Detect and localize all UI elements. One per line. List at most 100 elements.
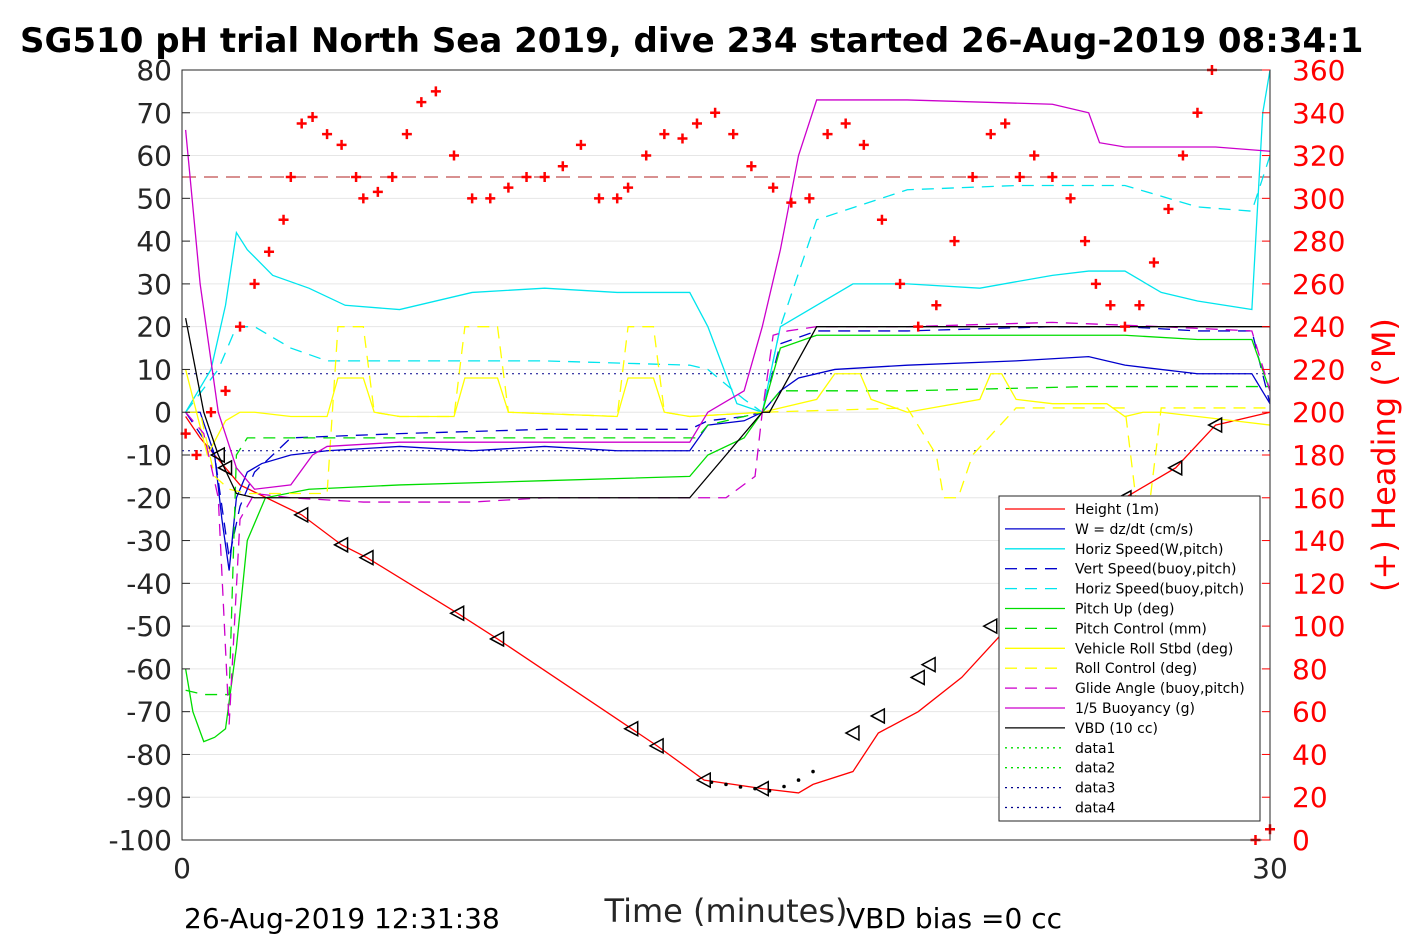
heading-point [1177, 150, 1188, 161]
legend-label: Horiz Speed(W,pitch) [1075, 542, 1223, 558]
y-left-tick-label: 20 [136, 311, 172, 344]
heading-point [1065, 193, 1076, 204]
x-ticks: 0 30 [173, 852, 1288, 885]
heading-point [557, 161, 568, 172]
heading-point [1080, 236, 1091, 247]
heading-point [372, 186, 383, 197]
series-line [184, 99, 1271, 490]
heading-point [285, 171, 296, 182]
depth-markers [209, 416, 1223, 797]
heading-point [521, 171, 532, 182]
y-left-tick-label: 30 [136, 268, 172, 301]
series-line [185, 321, 1271, 725]
heading-point [895, 278, 906, 289]
heading-point [949, 236, 960, 247]
heading-layer [180, 65, 1275, 845]
heading-point [1105, 300, 1116, 311]
series-line [184, 369, 1271, 457]
y-left-tick-label: -80 [126, 738, 172, 771]
heading-point [1047, 171, 1058, 182]
legend: Height (1m) W = dz/dt (cm/s) Horiz Speed(W… [998, 495, 1261, 822]
y-right-tick-label: 220 [1292, 353, 1345, 386]
heading-point [840, 118, 851, 129]
heading-point [278, 214, 289, 225]
heading-point [691, 118, 702, 129]
y-right-tick-label: 80 [1292, 653, 1328, 686]
legend-label: Roll Control (deg) [1075, 661, 1197, 677]
heading-point [612, 193, 623, 204]
y-left-tick-label: -40 [126, 567, 172, 600]
depth-marker [623, 720, 639, 738]
y-right-tick-label: 120 [1292, 567, 1345, 600]
legend-label: data4 [1075, 801, 1116, 817]
heading-point [307, 112, 318, 123]
legend-label: VBD (10 cc) [1075, 721, 1158, 737]
depth-marker [1207, 416, 1223, 434]
heading-point [858, 139, 869, 150]
heading-point [416, 97, 427, 108]
legend-box [998, 495, 1261, 822]
heading-point [351, 171, 362, 182]
y-left-tick-label: -10 [126, 439, 172, 472]
heading-point [1000, 118, 1011, 129]
heading-point [768, 182, 779, 193]
depth-marker [695, 771, 711, 789]
heading-point [1148, 257, 1159, 268]
heading-point [1134, 300, 1145, 311]
timestamp: 26-Aug-2019 12:31:38 [184, 902, 500, 935]
heading-point [659, 129, 670, 140]
vbd-bias: VBD bias =0 cc [846, 902, 1062, 935]
depth-marker [844, 724, 860, 742]
heading-point [220, 385, 231, 396]
heading-point [235, 321, 246, 332]
depth-marker [920, 656, 936, 673]
x-axis-label: Time (minutes) [604, 892, 848, 930]
heading-point [786, 197, 797, 208]
heading-point [746, 161, 757, 172]
heading-point [710, 107, 721, 118]
heading-point [1192, 107, 1203, 118]
apogee-dot [811, 769, 815, 774]
legend-label: data2 [1075, 761, 1115, 777]
heading-point [1029, 150, 1040, 161]
heading-point [449, 150, 459, 161]
legend-label: data3 [1075, 781, 1115, 797]
heading-point [1119, 321, 1130, 332]
depth-marker [753, 780, 770, 797]
series-line [185, 326, 1270, 499]
heading-point [876, 214, 887, 225]
heading-point [623, 182, 634, 193]
y-left-tick-label: 70 [136, 97, 172, 130]
y-left-tick-label: 50 [136, 182, 172, 215]
heading-point [387, 171, 398, 182]
heading-point [401, 129, 412, 140]
reference-lines [182, 176, 1270, 452]
heading-point [804, 193, 815, 204]
heading-point [967, 171, 978, 182]
depth-marker [358, 549, 374, 566]
y-left-tick-label: -30 [126, 525, 172, 558]
heading-point [913, 321, 924, 332]
y-right-tick-label: 140 [1292, 525, 1345, 558]
y-right-tick-label: 40 [1292, 738, 1328, 771]
y-left-tick-label: -50 [126, 610, 172, 643]
legend-label: Horiz Speed(buoy,pitch) [1075, 582, 1244, 598]
legend-label: Vert Speed(buoy,pitch) [1075, 562, 1237, 578]
y-right-tick-label: 300 [1292, 182, 1345, 215]
heading-point [539, 171, 550, 182]
apogee-dot [767, 789, 772, 793]
depth-marker [869, 707, 886, 725]
apogee-dot [753, 786, 757, 791]
heading-point [1090, 278, 1101, 289]
y-left-tick-label: -20 [126, 482, 172, 515]
heading-point [641, 150, 652, 161]
apogee-dot [738, 785, 743, 789]
series-layer [184, 69, 1271, 794]
y-left-tick-label: 40 [136, 225, 172, 258]
y-left-tick-label: 80 [136, 54, 172, 87]
heading-point [485, 193, 496, 204]
depth-marker [909, 669, 925, 686]
heading-point [503, 182, 514, 193]
